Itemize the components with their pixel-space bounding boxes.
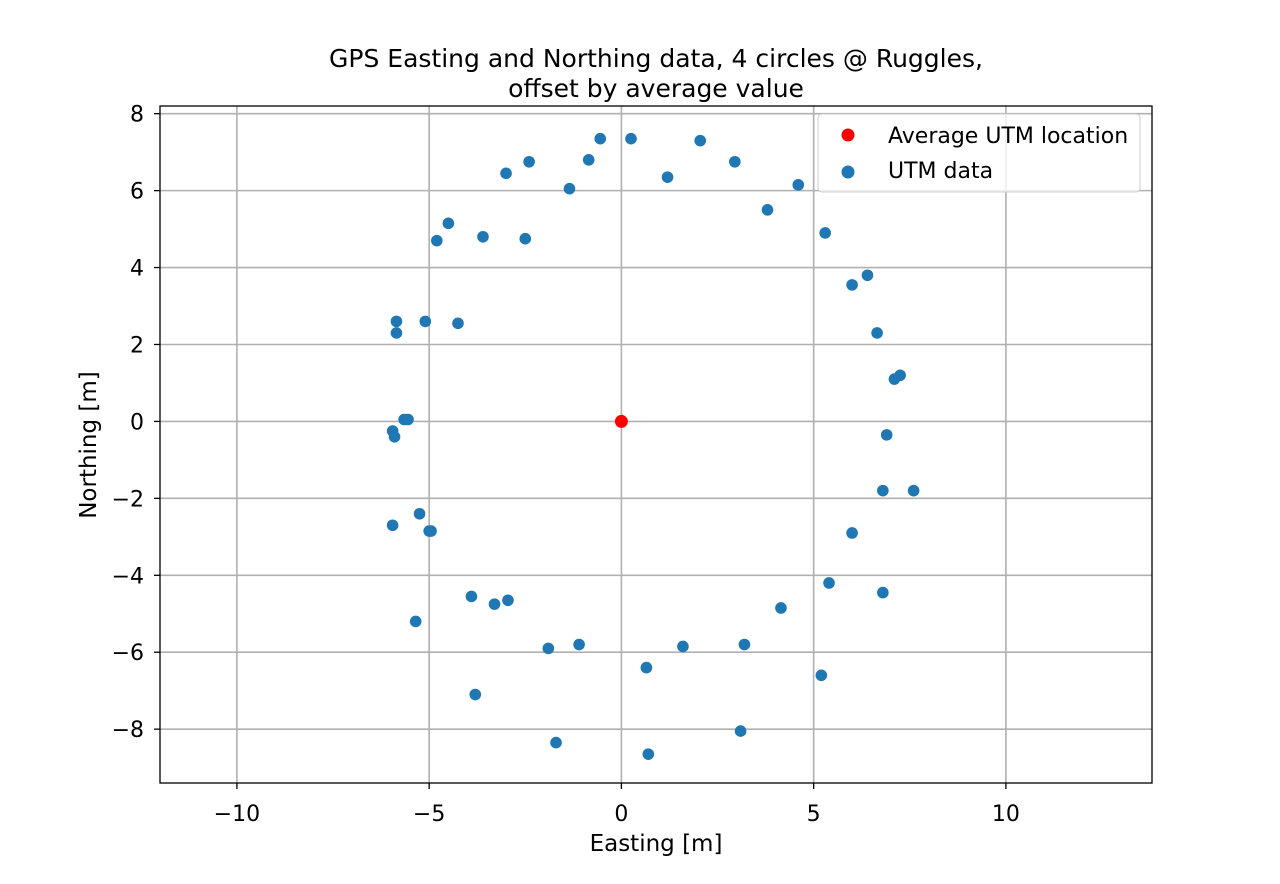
utm-data-point [792, 179, 805, 191]
x-tick-label: 0 [614, 802, 628, 827]
utm-data-point [488, 598, 501, 610]
y-tick-label: 6 [130, 180, 144, 205]
y-tick-label: −6 [112, 641, 144, 666]
chart-subtitle: offset by average value [508, 74, 804, 103]
utm-data-point [861, 269, 874, 282]
utm-data-point [888, 373, 901, 385]
y-tick-label: 2 [130, 333, 144, 358]
legend-box [817, 113, 1141, 193]
y-tick-label: 0 [130, 410, 144, 435]
utm-data-point [442, 217, 455, 230]
utm-data-point [661, 171, 674, 183]
utm-data-point [469, 688, 482, 701]
utm-data-point [846, 527, 858, 539]
utm-data-point [819, 227, 831, 239]
utm-data-point [452, 317, 464, 330]
utm-data-point [386, 519, 399, 532]
y-tick-label: 8 [130, 103, 144, 128]
utm-data-point [734, 725, 747, 737]
utm-data-point [542, 642, 555, 655]
utm-data-point [413, 507, 426, 520]
utm-data-point [419, 315, 432, 328]
utm-data-point [594, 132, 607, 145]
utm-data-point [409, 615, 422, 628]
utm-data-point [477, 230, 489, 243]
utm-data-point [573, 638, 585, 651]
utm-data-point [625, 132, 637, 145]
chart-title: GPS Easting and Northing data, 4 circles… [329, 44, 983, 73]
utm-data-point [677, 640, 689, 653]
utm-data-point [642, 748, 655, 760]
legend-label-utm-data: UTM data [888, 159, 993, 184]
y-axis-label: Northing [m] [76, 371, 102, 519]
y-tick-label: −4 [112, 564, 144, 589]
utm-data-point [907, 484, 920, 497]
utm-data-point [500, 167, 512, 180]
legend: Average UTM location UTM data [817, 113, 1141, 193]
utm-data-point [425, 525, 437, 537]
utm-data-point [846, 279, 858, 291]
utm-data-point [694, 134, 707, 147]
average-location-point [614, 414, 628, 428]
x-tick-label: −5 [413, 802, 445, 827]
x-axis-label: Easting [m] [590, 831, 723, 857]
utm-data-point [390, 315, 403, 328]
data-points [386, 132, 920, 760]
legend-marker-average [841, 128, 855, 142]
legend-label-average: Average UTM location [888, 124, 1128, 149]
x-tick-label: 10 [992, 802, 1020, 827]
y-tick-label: −8 [112, 718, 144, 743]
utm-data-point [519, 232, 532, 245]
utm-data-point [550, 736, 562, 749]
utm-data-point [640, 661, 653, 674]
utm-data-point [871, 327, 883, 339]
utm-data-point [761, 204, 774, 216]
utm-data-point [390, 327, 403, 339]
y-axis-ticks: −8 −6 −4 −2 0 2 4 6 8 [112, 103, 160, 743]
grid-lines [160, 106, 1152, 783]
utm-data-point [823, 577, 835, 589]
utm-data-point [465, 590, 478, 603]
x-tick-label: −10 [214, 802, 260, 827]
utm-data-point [880, 429, 893, 441]
utm-data-point [523, 155, 535, 168]
utm-data-point [738, 638, 751, 651]
x-axis-ticks: −10 −5 0 5 10 [214, 783, 1020, 827]
utm-data-point [388, 431, 401, 443]
utm-data-point [563, 182, 576, 195]
y-tick-label: 4 [130, 257, 144, 282]
utm-data-point [877, 586, 889, 599]
utm-data-point [502, 594, 514, 607]
utm-data-point [431, 234, 443, 247]
utm-data-point [729, 155, 741, 168]
legend-marker-utm-data [841, 165, 855, 179]
plot-frame [159, 105, 1153, 784]
x-tick-label: 5 [807, 802, 821, 827]
utm-data-point [815, 669, 828, 682]
utm-data-point [775, 602, 787, 614]
y-tick-label: −2 [112, 487, 144, 512]
utm-data-point [877, 484, 889, 497]
utm-data-point [402, 413, 414, 426]
utm-data-point [582, 154, 595, 166]
